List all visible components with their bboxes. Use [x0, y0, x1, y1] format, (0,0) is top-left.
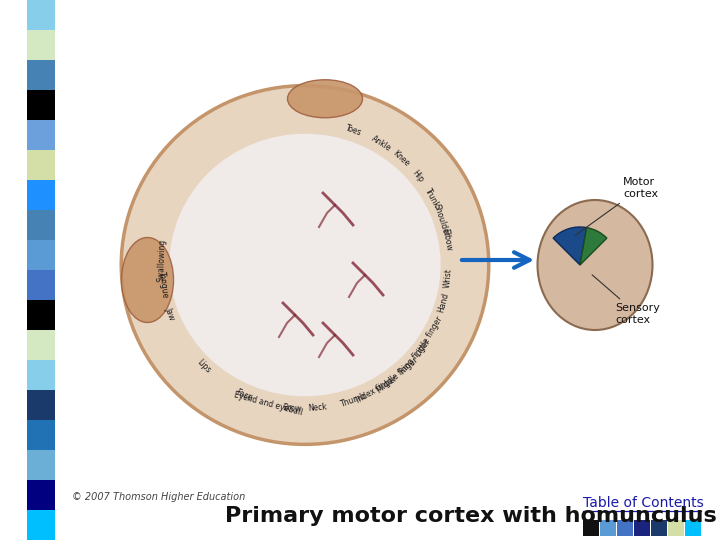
Text: Swallowing: Swallowing: [156, 238, 167, 282]
Bar: [27, 90, 55, 120]
Bar: [27, 480, 55, 510]
Bar: [27, 360, 55, 390]
Text: Index finger: Index finger: [354, 374, 399, 404]
Text: Toes: Toes: [345, 123, 364, 137]
Bar: [27, 450, 55, 480]
Text: Thumb: Thumb: [340, 391, 368, 409]
Text: Hand: Hand: [436, 291, 451, 313]
Bar: [27, 210, 55, 240]
Text: Lips: Lips: [195, 358, 212, 375]
Bar: [27, 150, 55, 180]
Text: Sensory
cortex: Sensory cortex: [592, 275, 660, 325]
Ellipse shape: [122, 238, 174, 322]
Bar: [27, 390, 55, 420]
Text: Eyelid and eyeball: Eyelid and eyeball: [233, 390, 303, 417]
Bar: [27, 30, 55, 60]
Ellipse shape: [287, 80, 362, 118]
Bar: [27, 420, 55, 450]
Text: Ankle: Ankle: [369, 134, 392, 153]
Text: Jaw: Jaw: [163, 306, 176, 322]
Text: Face: Face: [235, 387, 254, 403]
Ellipse shape: [121, 86, 489, 444]
Text: Little finger: Little finger: [414, 315, 444, 359]
Text: Wrist: Wrist: [443, 267, 454, 288]
Text: Hip: Hip: [410, 169, 426, 185]
Text: Brow: Brow: [282, 403, 302, 413]
Bar: [27, 510, 55, 540]
Bar: [634, 520, 650, 536]
Text: Neck: Neck: [307, 403, 328, 413]
Text: Shoulder: Shoulder: [432, 203, 451, 238]
Bar: [600, 520, 616, 536]
Text: Trunk: Trunk: [423, 186, 441, 209]
Bar: [27, 300, 55, 330]
Bar: [27, 60, 55, 90]
Text: Ring finger: Ring finger: [398, 338, 432, 376]
Bar: [685, 520, 701, 536]
Text: © 2007 Thomson Higher Education: © 2007 Thomson Higher Education: [72, 492, 246, 502]
Text: Motor
cortex: Motor cortex: [575, 178, 658, 235]
Bar: [668, 520, 684, 536]
Bar: [617, 520, 633, 536]
Bar: [27, 330, 55, 360]
Text: Table of Contents: Table of Contents: [583, 496, 703, 510]
Ellipse shape: [169, 134, 441, 396]
Text: Tongue: Tongue: [156, 271, 169, 299]
Ellipse shape: [538, 200, 652, 330]
Text: Elbow: Elbow: [440, 228, 453, 252]
Bar: [651, 520, 667, 536]
Bar: [583, 520, 599, 536]
Bar: [27, 120, 55, 150]
Text: Middle finger: Middle finger: [375, 355, 420, 395]
Text: Knee: Knee: [391, 148, 411, 168]
Bar: [27, 0, 55, 30]
Wedge shape: [580, 227, 607, 265]
Bar: [27, 180, 55, 210]
Wedge shape: [553, 227, 587, 265]
Text: Primary motor cortex with homunculus: Primary motor cortex with homunculus: [225, 506, 716, 526]
Bar: [27, 270, 55, 300]
Bar: [27, 240, 55, 270]
